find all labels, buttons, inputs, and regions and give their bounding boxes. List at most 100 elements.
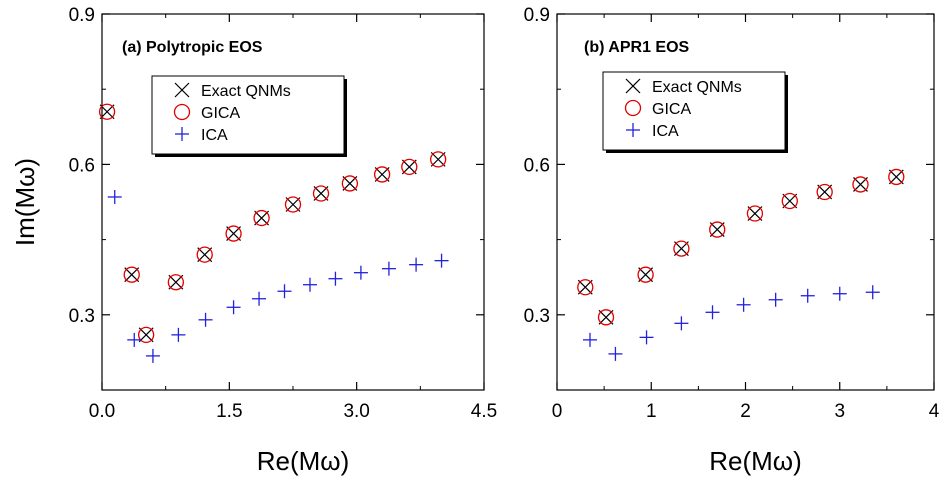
data-point [226,226,242,242]
data-point [674,316,689,331]
y-tick-label: 0.3 [524,306,550,327]
data-point [577,279,594,296]
data-point [816,183,833,201]
data-point [409,257,424,272]
data-point [107,189,122,204]
data-point [736,297,751,312]
data-point [138,327,154,343]
data-point [342,176,358,191]
plot-frame [101,13,485,391]
data-point [254,210,270,226]
legend-marker [175,127,189,141]
data-point [124,267,140,283]
data-point [705,305,720,320]
legend: Exact QNMs GICA ICA [151,75,347,157]
data-point [434,253,449,268]
data-point [747,206,763,221]
x-tick-label: 1.5 [216,401,242,422]
legend-label: ICA [201,127,228,144]
data-point [312,185,330,202]
legend-marker [625,78,641,94]
data-point [196,246,213,263]
data-point [782,193,798,209]
data-point [401,158,418,176]
series-ica [582,285,880,361]
data-point [637,266,654,283]
data-point [781,192,798,210]
data-point [123,266,140,283]
data-point [888,169,904,185]
y-tick-label: 0.6 [524,155,550,176]
legend-label: Exact QNMs [201,83,291,100]
panel-title: (b) APR1 EOS [584,39,690,56]
panel-b: 0.3 0.6 0.9 0 1 2 3 4 Re(Mω) (b) APR1 EOS Exact QN… [524,5,940,476]
x-axis-title: Re(Mω) [709,446,802,476]
data-point [197,247,213,263]
data-point [852,176,869,193]
data-point [768,292,783,307]
x-tick-label: 1 [646,401,657,422]
data-point [328,271,343,286]
data-point [127,332,142,347]
data-point [99,104,115,120]
legend-marker [626,123,640,137]
data-point [800,288,815,303]
legend-label: ICA [652,123,679,140]
x-tick-label: 4 [929,401,940,422]
series-exact-qnms [99,104,446,343]
data-point [597,309,615,326]
y-tick-label: 0.6 [69,155,95,176]
data-point [598,309,614,325]
data-point [853,177,868,192]
x-axis-title: Re(Mω) [257,446,350,476]
x-tick-label: 3 [834,401,845,422]
data-point [171,327,186,342]
series-gica [577,168,905,326]
x-tick-label: 2 [740,401,751,422]
series-gica [98,103,447,344]
data-point [353,265,368,280]
data-point [341,175,359,192]
data-point [198,312,213,327]
data-point [252,291,267,306]
y-axis-title: Im(Mω) [10,158,40,246]
data-point [430,151,447,168]
data-point [167,274,185,291]
data-point [137,326,155,344]
data-point [284,196,302,213]
data-point [374,167,390,182]
data-point [673,240,690,257]
plot-frame [556,13,935,391]
data-point [673,241,689,257]
data-point [582,332,597,347]
legend-marker [174,82,190,98]
data-point [373,166,391,183]
data-point [401,159,417,175]
data-point [817,184,833,200]
data-point [639,330,654,345]
legend-label: Exact QNMs [652,79,742,96]
data-point [285,197,301,212]
x-tick-label: 0.0 [89,401,115,422]
data-point [225,225,242,242]
legend: Exact QNMs GICA ICA [602,71,788,153]
data-point [430,151,446,167]
data-point [608,346,623,361]
y-tick-label: 0.3 [69,306,95,327]
data-point [746,205,764,222]
legend-marker [173,103,191,121]
data-point [577,279,593,295]
legend-marker [624,99,642,117]
legend-box [151,75,345,155]
data-point [253,209,270,227]
data-point [709,221,726,238]
series-ica [107,189,449,363]
x-tick-label: 4.5 [471,401,497,422]
y-tick-label: 0.9 [69,5,95,26]
panel-title: (a) Polytropic EOS [122,39,263,56]
legend-label: GICA [201,105,240,122]
data-point [381,261,396,276]
data-point [865,285,880,300]
